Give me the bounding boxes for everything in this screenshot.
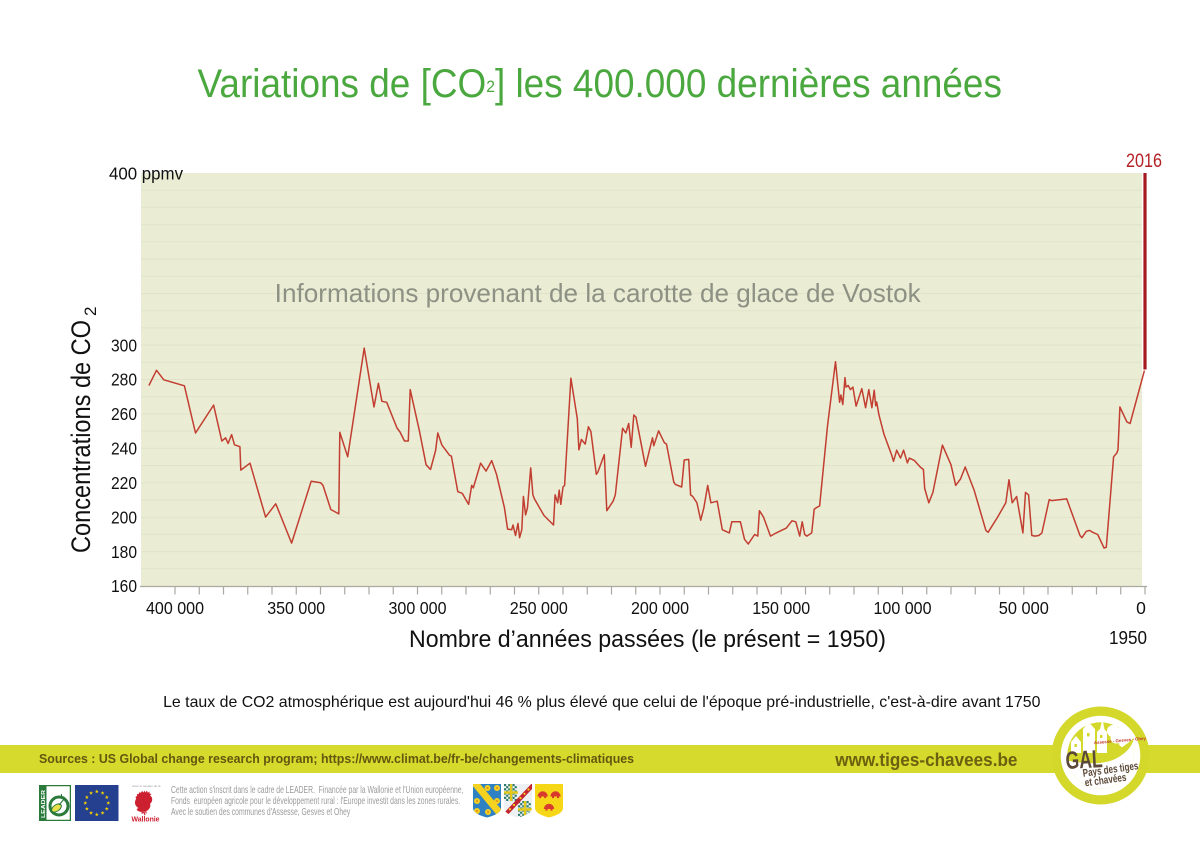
- svg-text:200 000: 200 000: [631, 598, 689, 618]
- svg-text:260: 260: [111, 404, 137, 424]
- svg-text:300 000: 300 000: [389, 598, 447, 618]
- svg-text:150 000: 150 000: [752, 598, 810, 618]
- svg-text:300: 300: [111, 335, 137, 355]
- svg-text:Concentrations de CO: Concentrations de CO: [66, 320, 96, 553]
- svg-text:0: 0: [1136, 598, 1146, 618]
- svg-text:100 000: 100 000: [874, 598, 932, 618]
- svg-text:350 000: 350 000: [267, 598, 325, 618]
- svg-text:et chavées: et chavées: [1084, 772, 1127, 790]
- svg-text:160: 160: [111, 576, 137, 596]
- svg-text:250 000: 250 000: [510, 598, 568, 618]
- svg-text:1950: 1950: [1109, 628, 1147, 648]
- svg-text:400 ppmv: 400 ppmv: [109, 164, 183, 184]
- svg-text:Nombre d’années passées (le pr: Nombre d’années passées (le présent = 19…: [409, 626, 886, 653]
- svg-text:Assesse - Gesves - Ohey: Assesse - Gesves - Ohey: [1094, 736, 1147, 746]
- svg-text:Informations provenant de la c: Informations provenant de la carotte de …: [275, 278, 922, 308]
- svg-text:220: 220: [111, 473, 137, 493]
- svg-text:180: 180: [111, 542, 137, 562]
- svg-text:400 000: 400 000: [146, 598, 204, 618]
- svg-text:2: 2: [81, 307, 100, 316]
- svg-text:LEADER: LEADER: [41, 789, 47, 817]
- svg-text:280: 280: [111, 370, 137, 390]
- svg-text:Avec le soutien de la: Avec le soutien de la: [132, 784, 161, 788]
- svg-text:Wallonie: Wallonie: [132, 815, 160, 824]
- svg-text:200: 200: [111, 507, 137, 527]
- svg-text:50 000: 50 000: [999, 598, 1049, 618]
- svg-text:2016: 2016: [1126, 151, 1162, 172]
- svg-text:GAL: GAL: [1065, 745, 1103, 775]
- svg-text:240: 240: [111, 439, 137, 459]
